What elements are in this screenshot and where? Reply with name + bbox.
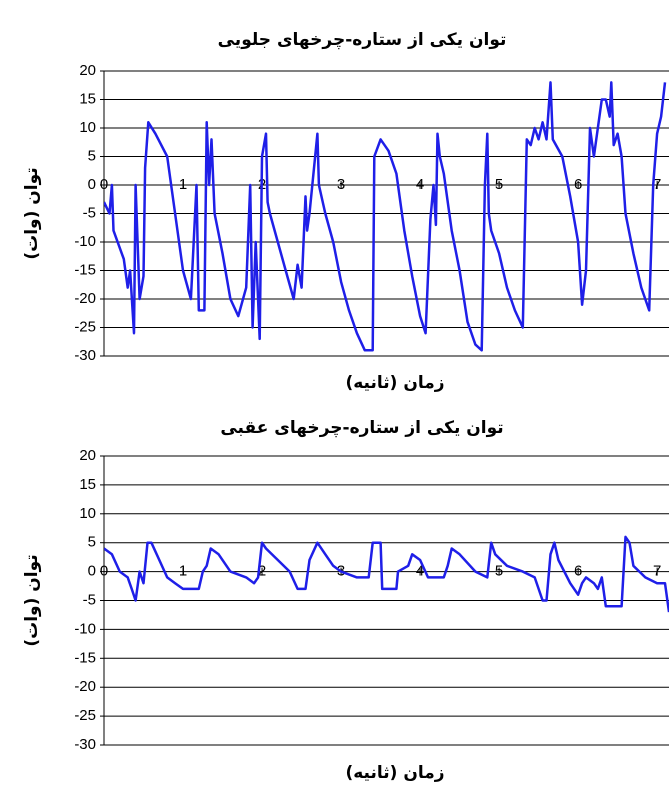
y-tick-label: 20 [79,62,96,79]
x-tick-label: 4 [416,563,424,580]
y-tick-label: -20 [74,678,96,695]
y-tick-label: 5 [88,534,96,551]
y-tick-label: 20 [79,447,96,464]
y-tick-label: 15 [79,90,96,107]
y-tick-label: -20 [74,290,96,307]
y-axis-label: توان (وات) [22,554,42,646]
x-tick-label: 7 [653,563,661,580]
y-tick-label: 0 [88,563,96,580]
x-tick-label: 0 [100,563,108,580]
chart-title: توان یکی از ستاره-چرخهای عقبی [220,418,503,438]
y-axis-label: توان (وات) [22,167,42,259]
data-line [104,81,667,352]
x-tick-label: 6 [574,176,582,193]
y-tick-label: -30 [74,736,96,753]
y-tick-label: 15 [79,476,96,493]
x-tick-label: 6 [574,563,582,580]
y-tick-label: -30 [74,347,96,364]
y-tick-label: -15 [74,649,96,666]
x-axis-label: زمان (ثانیه) [345,763,444,783]
x-tick-label: 2 [258,563,266,580]
chart-title: توان یکی از ستاره-چرخهای جلویی [218,30,507,50]
y-tick-label: 0 [88,176,96,193]
y-tick-label: -25 [74,318,96,335]
y-tick-label: -15 [74,261,96,278]
x-tick-label: 0 [100,176,108,193]
y-tick-label: -10 [74,233,96,250]
x-axis-label: زمان (ثانیه) [345,373,444,393]
y-tick-label: -5 [83,591,96,608]
y-tick-label: -25 [74,707,96,724]
x-tick-label: 1 [179,563,187,580]
x-tick-label: 5 [495,176,503,193]
y-tick-label: -10 [74,620,96,637]
x-tick-label: 4 [416,176,424,193]
x-tick-label: 1 [179,176,187,193]
x-tick-label: 7 [653,176,661,193]
y-tick-label: 5 [88,147,96,164]
y-tick-label: 10 [79,119,96,136]
x-tick-label: 5 [495,563,503,580]
y-tick-label: -5 [83,204,96,221]
y-tick-label: 10 [79,505,96,522]
data-line [104,535,669,613]
x-tick-label: 3 [337,176,345,193]
